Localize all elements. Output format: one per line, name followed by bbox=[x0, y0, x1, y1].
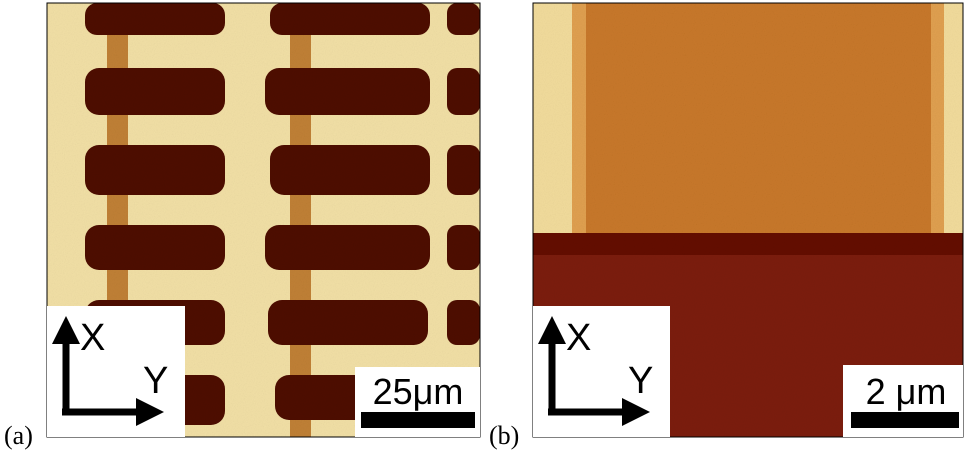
figure: X Y 25μm (a) X Y 2 μm (b) bbox=[0, 0, 965, 454]
panel-b: X Y 2 μm (b) bbox=[489, 3, 963, 450]
panel-label: (b) bbox=[489, 421, 519, 450]
scale-bar-label: 2 μm bbox=[866, 371, 947, 412]
axis-x-label: X bbox=[80, 317, 105, 359]
axis-x-label: X bbox=[566, 317, 591, 359]
panel-a: X Y 25μm (a) bbox=[4, 3, 480, 450]
axis-y-label: Y bbox=[628, 360, 653, 402]
axis-y-label: Y bbox=[143, 360, 168, 402]
scale-bar bbox=[851, 412, 959, 428]
panel-label: (a) bbox=[4, 421, 33, 450]
scale-bar bbox=[361, 412, 475, 428]
scale-bar-label: 25μm bbox=[373, 371, 464, 412]
